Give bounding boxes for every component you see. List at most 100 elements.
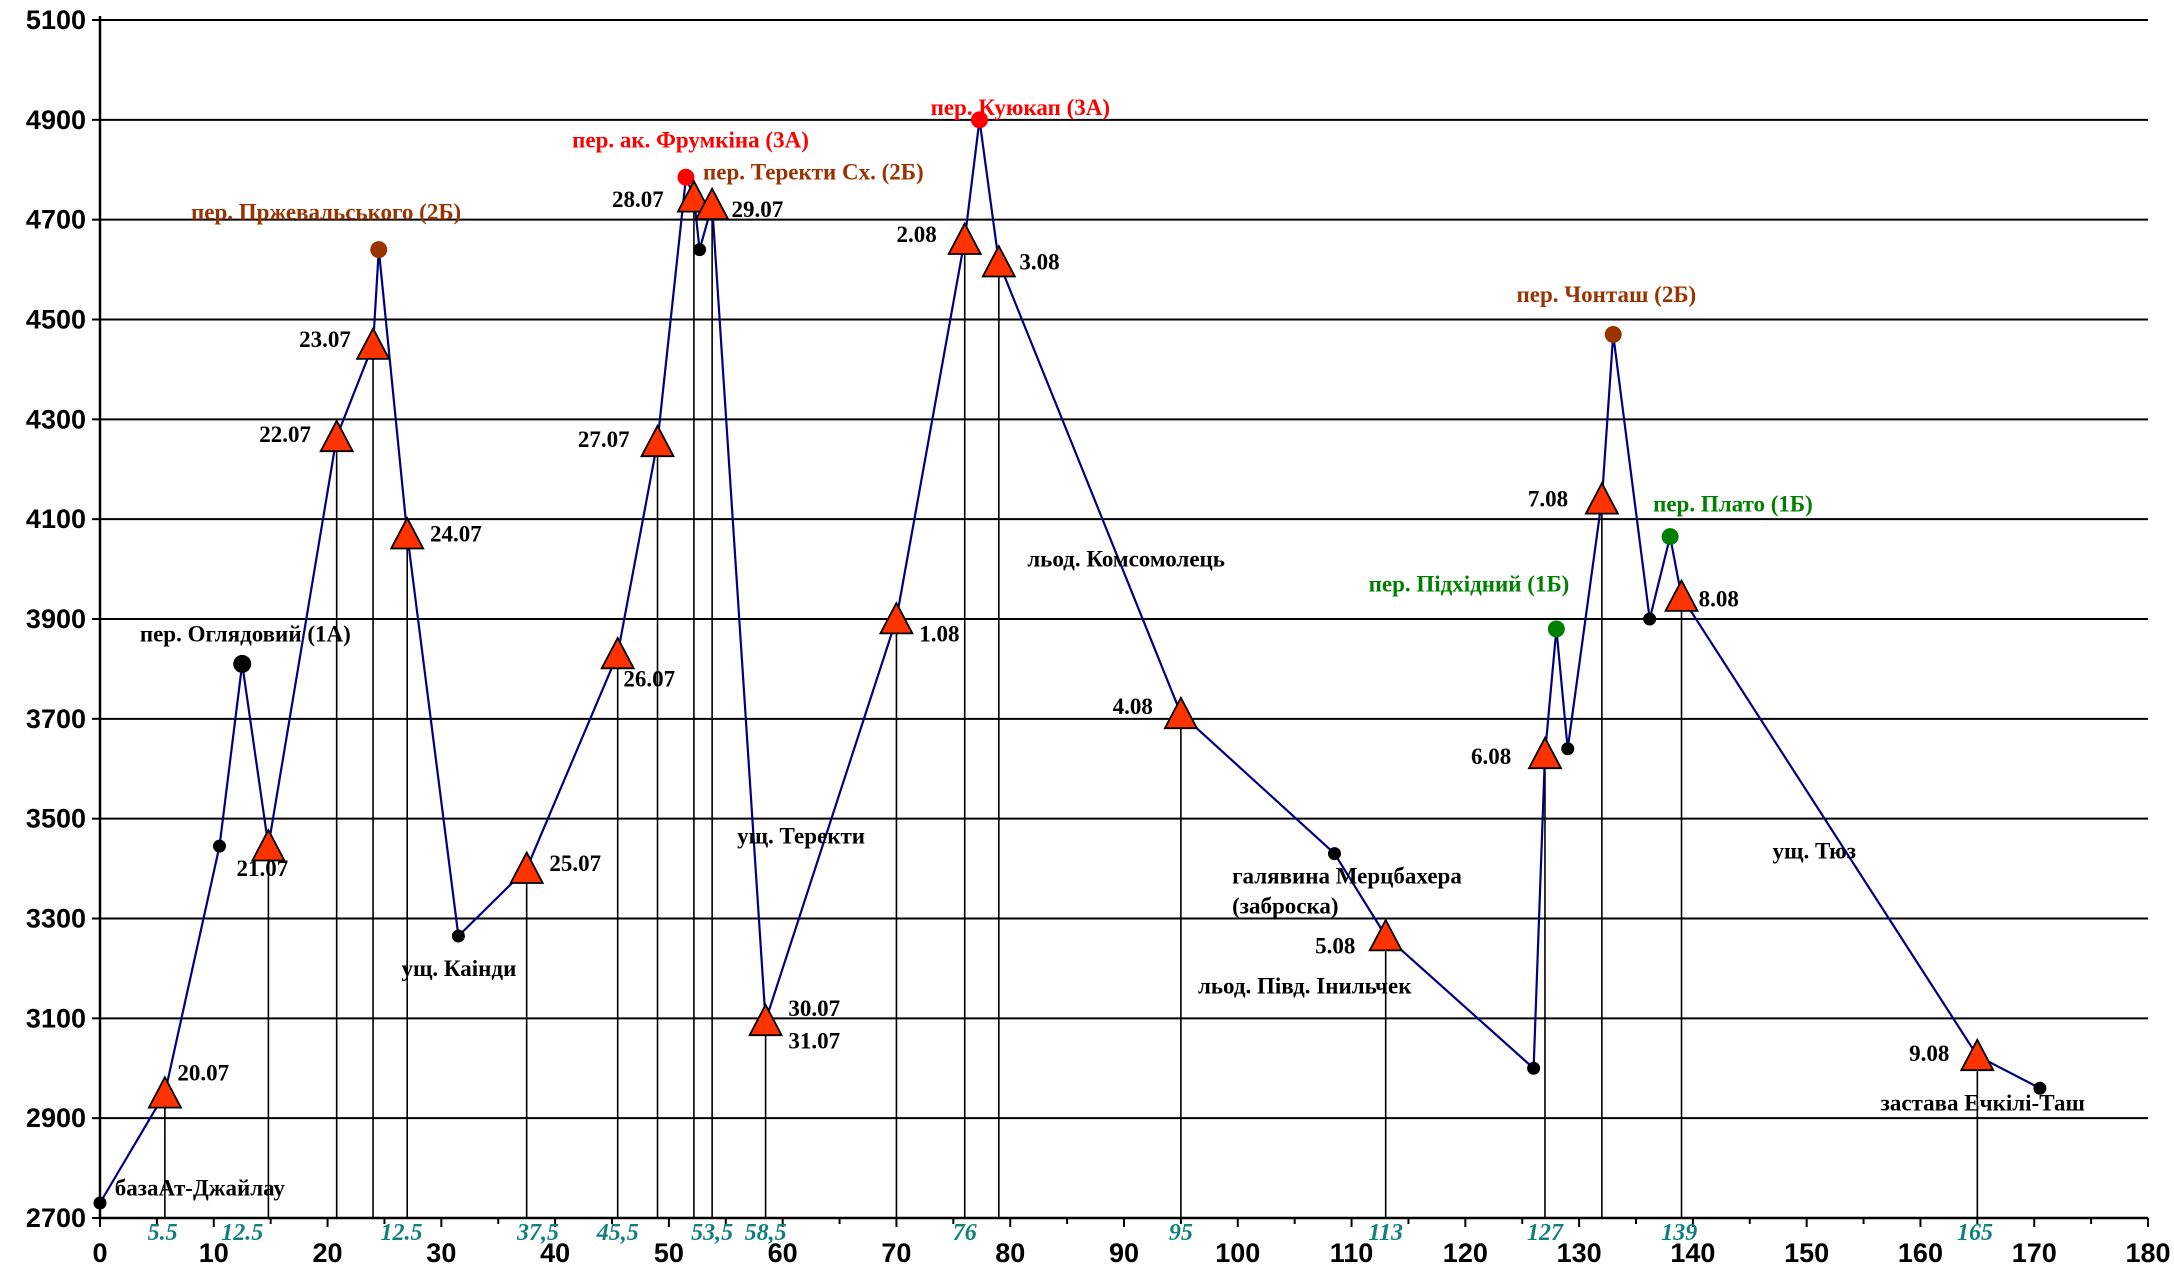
camp-marker — [640, 423, 675, 458]
y-tick-label: 2700 — [26, 1203, 86, 1233]
annotation-label: 25.07 — [549, 851, 601, 876]
annotation-label: пер. Оглядовий (1А) — [140, 621, 351, 646]
waypoint-marker — [1561, 742, 1575, 756]
x-tick-label: 40 — [540, 1238, 570, 1268]
distance-labels: 5.5 12.5 12.5 37,5 45,5 53,5 58,5 76 95 113 127 139… — [148, 1220, 1993, 1246]
waypoint-marker — [93, 1196, 107, 1210]
annotation-label: льод. Півд. Інильчек — [1198, 973, 1412, 998]
annotation-label: пер. ак. Фрумкіна (3А) — [572, 127, 809, 152]
waypoint-marker — [233, 654, 252, 673]
waypoint-marker — [693, 243, 707, 257]
annotation-label: пер. Плато (1Б) — [1653, 492, 1813, 517]
waypoint-marker — [451, 929, 465, 943]
pass-marker — [971, 111, 989, 129]
camp-marker — [355, 326, 391, 360]
x-tick-label: 60 — [768, 1238, 798, 1268]
waypoint-marker — [1327, 847, 1341, 861]
route-line — [99, 118, 2041, 1204]
distance-label: 45,5 — [596, 1220, 639, 1246]
axes — [92, 16, 2149, 1227]
distance-label: 139 — [1661, 1220, 1697, 1246]
annotation-label: 1.08 — [919, 621, 959, 646]
distance-label: 113 — [1368, 1220, 1403, 1246]
annotation-label: 30.07 — [788, 996, 840, 1021]
distance-label: 5.5 — [148, 1220, 178, 1246]
annotation-label: (заброска) — [1232, 894, 1338, 919]
camp-marker — [981, 244, 1017, 278]
x-tick-label: 150 — [1784, 1238, 1829, 1268]
x-tick-label: 70 — [881, 1238, 911, 1268]
waypoint-marker — [1527, 1061, 1541, 1075]
y-tick-label: 3100 — [26, 1003, 86, 1033]
y-tick-label: 4900 — [26, 105, 86, 135]
annotation-label: 20.07 — [177, 1061, 229, 1086]
pass-marker — [1547, 620, 1565, 638]
camp-marker — [1368, 918, 1404, 952]
x-tick-label: 80 — [995, 1238, 1025, 1268]
x-tick-label: 170 — [2012, 1238, 2057, 1268]
camp-marker — [694, 186, 730, 221]
distance-label: 58,5 — [745, 1220, 787, 1246]
annotation-label: базаАт-Джайлау — [115, 1176, 286, 1201]
camp-marker — [389, 516, 425, 550]
y-tick-label: 4100 — [26, 504, 86, 534]
x-tick-label: 10 — [199, 1238, 229, 1268]
y-tick-label: 4300 — [26, 404, 86, 434]
distance-label: 76 — [953, 1220, 977, 1246]
distance-label: 165 — [1957, 1220, 1993, 1246]
pass-marker — [370, 241, 388, 259]
annotation-label: 4.08 — [1113, 694, 1153, 719]
camp-marker — [947, 221, 983, 255]
y-tick-labels: 2700 2900 3100 3300 3500 3700 3900 4100 4300 4500… — [26, 5, 86, 1233]
distance-label: 37,5 — [516, 1220, 559, 1246]
camp-marker — [1664, 578, 1699, 612]
x-tick-labels: 0 10 20 30 40 50 60 70 80 90 100 110 120 130 140 150 160… — [92, 1238, 2170, 1268]
y-tick-label: 2900 — [26, 1103, 86, 1133]
pass-marker — [677, 168, 695, 186]
annotation-label: застава Ечкілі-Таш — [1881, 1091, 2085, 1116]
drop-lines — [164, 197, 1979, 1218]
annotation-labels: базаАт-Джайлау 20.07 пер. Оглядовий (1А) 21… — [115, 95, 2085, 1201]
camp-marker — [676, 179, 712, 213]
annotation-label: 27.07 — [578, 427, 630, 452]
y-tick-label: 3900 — [26, 604, 86, 634]
x-tick-label: 160 — [1898, 1238, 1943, 1268]
distance-label: 95 — [1169, 1220, 1193, 1246]
camp-marker — [878, 601, 914, 635]
x-tick-label: 130 — [1557, 1238, 1602, 1268]
annotation-label: льод. Комсомолець — [1027, 547, 1225, 572]
annotation-label: ущ. Каінди — [402, 956, 517, 981]
waypoint-marker — [2033, 1081, 2047, 1095]
annotation-label: 26.07 — [623, 666, 675, 691]
x-tick-label: 30 — [426, 1238, 456, 1268]
annotation-label: пер. Підхідний (1Б) — [1369, 572, 1570, 597]
distance-label: 12.5 — [381, 1220, 423, 1246]
camp-marker — [1584, 481, 1620, 515]
annotation-label: 22.07 — [259, 422, 311, 447]
annotation-label: 31.07 — [788, 1028, 840, 1053]
annotation-label: 23.07 — [299, 327, 351, 352]
annotation-label: галявина Мерцбахера — [1232, 864, 1462, 889]
annotation-label: 24.07 — [430, 522, 482, 547]
annotation-label: пер. Куюкап (3А) — [931, 95, 1110, 120]
camp-marker — [600, 635, 636, 670]
pass-marker — [1661, 528, 1679, 546]
annotation-label: пер. Теректи Сх. (2Б) — [703, 160, 924, 185]
annotation-label: пер. Чонташ (2Б) — [1517, 282, 1697, 307]
route-polyline — [99, 118, 2041, 1204]
annotation-label: 3.08 — [1019, 250, 1059, 275]
y-tick-label: 3700 — [26, 704, 86, 734]
pass-marker — [1604, 325, 1622, 343]
annotation-label: 29.07 — [731, 197, 783, 222]
camp-marker — [1527, 735, 1563, 770]
camp-marker — [250, 828, 286, 862]
x-tick-label: 20 — [313, 1238, 343, 1268]
y-tick-label: 4500 — [26, 305, 86, 335]
camp-marker — [1163, 695, 1199, 730]
route-markers — [93, 111, 2047, 1210]
annotation-label: ущ. Тюз — [1773, 839, 1856, 864]
y-tick-label: 3300 — [26, 904, 86, 934]
x-tick-label: 140 — [1670, 1238, 1715, 1268]
annotation-label: 21.07 — [237, 856, 289, 881]
